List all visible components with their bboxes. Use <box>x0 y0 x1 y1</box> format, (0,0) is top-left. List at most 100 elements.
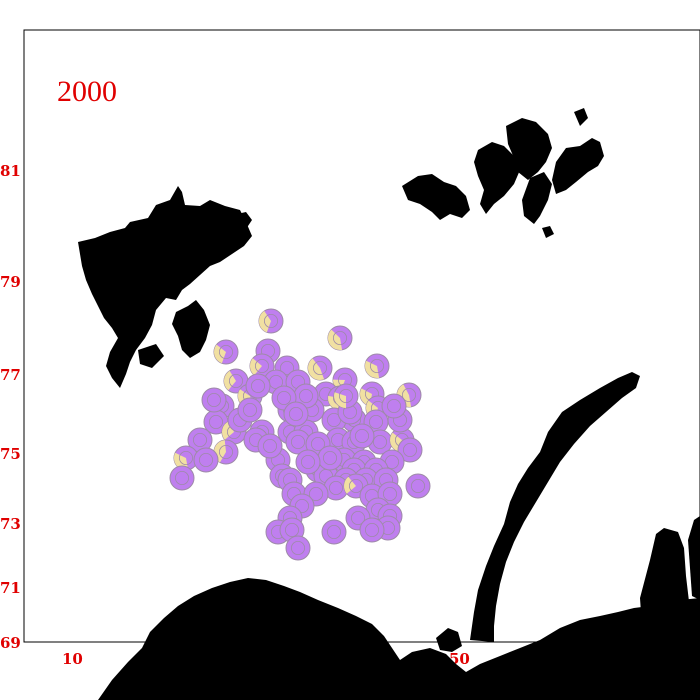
glyph-outer <box>257 433 283 459</box>
glyph-outer <box>285 535 311 561</box>
glyph-inner-ring <box>401 387 416 402</box>
glyph-outer <box>359 517 385 543</box>
station-glyph <box>213 439 239 465</box>
station-glyph <box>193 447 219 473</box>
glyph-inner-ring <box>206 392 221 407</box>
glyph-inner-ring <box>308 486 323 501</box>
glyph-sector <box>334 392 346 408</box>
svalbard-landmass <box>78 186 252 388</box>
glyph-inner-ring <box>386 398 401 413</box>
glyph-inner-ring <box>218 344 233 359</box>
glyph-inner-ring <box>310 436 325 451</box>
glyph-outer <box>295 449 321 475</box>
station-glyph <box>364 353 390 379</box>
glyph-sector <box>333 379 345 392</box>
lat-tick-label: 75 <box>0 445 21 463</box>
glyph-sector <box>365 360 380 378</box>
glyph-inner-ring <box>284 523 299 538</box>
station-glyph <box>349 423 375 449</box>
station-glyph <box>187 427 213 453</box>
glyph-inner-ring <box>174 470 189 485</box>
lat-tick-label: 69 <box>0 634 21 652</box>
glyph-sector <box>328 329 343 350</box>
glyph-inner-ring <box>192 432 207 447</box>
glyph-outer <box>245 373 271 399</box>
glyph-outer <box>397 437 423 463</box>
station-glyph <box>317 445 343 471</box>
glyph-inner-ring <box>263 313 278 328</box>
glyph-inner-ring <box>402 442 417 457</box>
glyph-inner-ring <box>262 438 277 453</box>
glyph-inner-ring <box>348 478 363 493</box>
station-glyph <box>359 517 385 543</box>
glyph-inner-ring <box>382 486 397 501</box>
glyph-inner-ring <box>354 428 369 443</box>
glyph-inner-ring <box>218 444 233 459</box>
glyph-outer <box>321 519 347 545</box>
glyph-outer <box>317 445 343 471</box>
station-glyph <box>169 465 195 491</box>
station-glyph <box>257 433 283 459</box>
glyph-outer <box>283 401 309 427</box>
station-glyph <box>307 355 333 381</box>
glyph-inner-ring <box>198 452 213 467</box>
sample-glyphs <box>169 308 431 561</box>
glyph-outer <box>169 465 195 491</box>
station-glyph <box>283 401 309 427</box>
station-glyph <box>321 519 347 545</box>
station-glyph <box>381 393 407 419</box>
glyph-inner-ring <box>298 388 313 403</box>
glyph-inner-ring <box>178 450 193 465</box>
glyph-outer <box>237 397 263 423</box>
lat-tick-label: 73 <box>0 515 21 533</box>
glyph-sector <box>224 370 236 391</box>
lat-tick-label: 77 <box>0 366 21 384</box>
glyph-inner-ring <box>350 510 365 525</box>
lat-tick-label: 81 <box>0 162 21 180</box>
glyph-outer <box>349 423 375 449</box>
station-glyph <box>237 397 263 423</box>
franz-josef-land <box>402 108 604 238</box>
station-glyph <box>327 325 353 351</box>
glyph-inner-ring <box>208 414 223 429</box>
glyph-inner-ring <box>322 450 337 465</box>
glyph-inner-ring <box>242 402 257 417</box>
glyph-inner-ring <box>290 541 305 556</box>
glyph-sector <box>250 358 262 376</box>
glyph-inner-ring <box>368 414 383 429</box>
lat-axis: 81 79 77 75 73 71 69 <box>0 162 21 652</box>
glyph-inner-ring <box>276 390 291 405</box>
glyph-inner-ring <box>326 525 341 540</box>
glyph-inner-ring <box>294 498 309 513</box>
glyph-outer <box>405 473 431 499</box>
station-glyph <box>405 473 431 499</box>
glyph-inner-ring <box>372 434 387 449</box>
glyph-inner-ring <box>338 388 353 403</box>
glyph-inner-ring <box>254 358 269 373</box>
lat-tick-label: 71 <box>0 579 21 597</box>
station-glyph <box>201 387 227 413</box>
lat-tick-label: 79 <box>0 273 21 291</box>
year-label: 2000 <box>57 75 117 108</box>
station-glyph <box>333 383 359 409</box>
station-glyph <box>397 437 423 463</box>
glyph-inner-ring <box>369 358 384 373</box>
glyph-outer <box>381 393 407 419</box>
glyph-inner-ring <box>279 360 294 375</box>
station-glyph <box>249 353 275 379</box>
glyph-inner-ring <box>288 406 303 421</box>
glyph-sector <box>344 476 356 494</box>
glyph-inner-ring <box>228 373 243 388</box>
glyph-inner-ring <box>250 378 265 393</box>
glyph-sector <box>174 452 189 470</box>
glyph-inner-ring <box>312 360 327 375</box>
station-glyph <box>295 449 321 475</box>
glyph-outer <box>193 447 219 473</box>
glyph-outer <box>201 387 227 413</box>
glyph-inner-ring <box>410 478 425 493</box>
glyph-inner-ring <box>332 330 347 345</box>
station-glyph <box>258 308 284 334</box>
glyph-inner-ring <box>328 480 343 495</box>
station-glyph <box>285 535 311 561</box>
